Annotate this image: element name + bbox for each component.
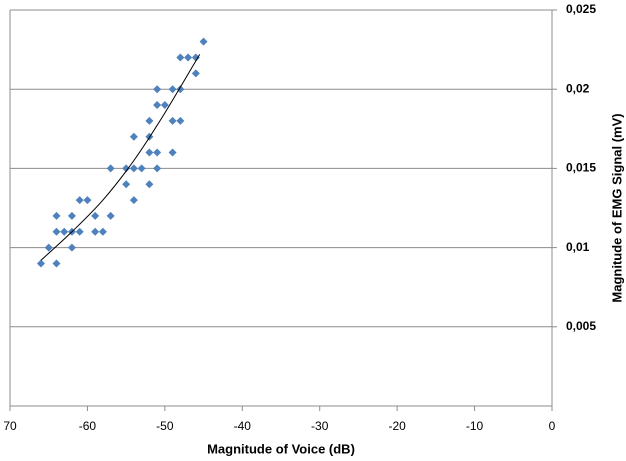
point	[83, 196, 92, 205]
point	[52, 259, 61, 268]
x-tick-label: -20	[388, 419, 406, 433]
point	[176, 53, 185, 62]
x-tick-label: 0	[549, 419, 556, 433]
point	[129, 196, 138, 205]
point	[145, 116, 154, 125]
x-tick-label: -50	[156, 419, 174, 433]
point	[75, 196, 84, 205]
point	[153, 85, 162, 94]
point	[44, 243, 53, 252]
x-axis-title: Magnitude of Voice (dB)	[207, 441, 355, 456]
x-tick-label: -60	[79, 419, 97, 433]
point	[153, 101, 162, 110]
point	[106, 211, 115, 220]
point	[160, 101, 169, 110]
y-tick-label: 0,025	[566, 2, 596, 16]
point	[52, 227, 61, 236]
x-tick-label: -40	[234, 419, 252, 433]
y-tick-label: 0,015	[566, 161, 596, 175]
point	[129, 132, 138, 141]
point	[129, 164, 138, 173]
point	[191, 53, 200, 62]
point	[52, 211, 61, 220]
point	[191, 69, 200, 78]
y-tick-label: 0,02	[566, 81, 590, 95]
point	[36, 259, 45, 268]
y-tick-label: 0,01	[566, 240, 590, 254]
point	[168, 116, 177, 125]
trendline	[40, 54, 201, 261]
point	[67, 243, 76, 252]
x-tick-label: 70	[3, 419, 17, 433]
x-tick-label: -30	[311, 419, 329, 433]
point	[98, 227, 107, 236]
point	[91, 227, 100, 236]
point	[145, 180, 154, 189]
point	[67, 211, 76, 220]
y-axis-title: Magnitude of EMG Signal (mV)	[609, 113, 624, 302]
x-tick-label: -10	[466, 419, 484, 433]
point	[184, 53, 193, 62]
y-tick-label: 0,005	[566, 319, 596, 333]
point	[168, 148, 177, 157]
point	[137, 164, 146, 173]
point	[176, 116, 185, 125]
point	[60, 227, 69, 236]
point	[106, 164, 115, 173]
point	[75, 227, 84, 236]
point	[153, 148, 162, 157]
point	[199, 37, 208, 46]
point	[145, 148, 154, 157]
point	[91, 211, 100, 220]
point	[122, 180, 131, 189]
point	[153, 164, 162, 173]
point	[122, 164, 131, 173]
point	[168, 85, 177, 94]
